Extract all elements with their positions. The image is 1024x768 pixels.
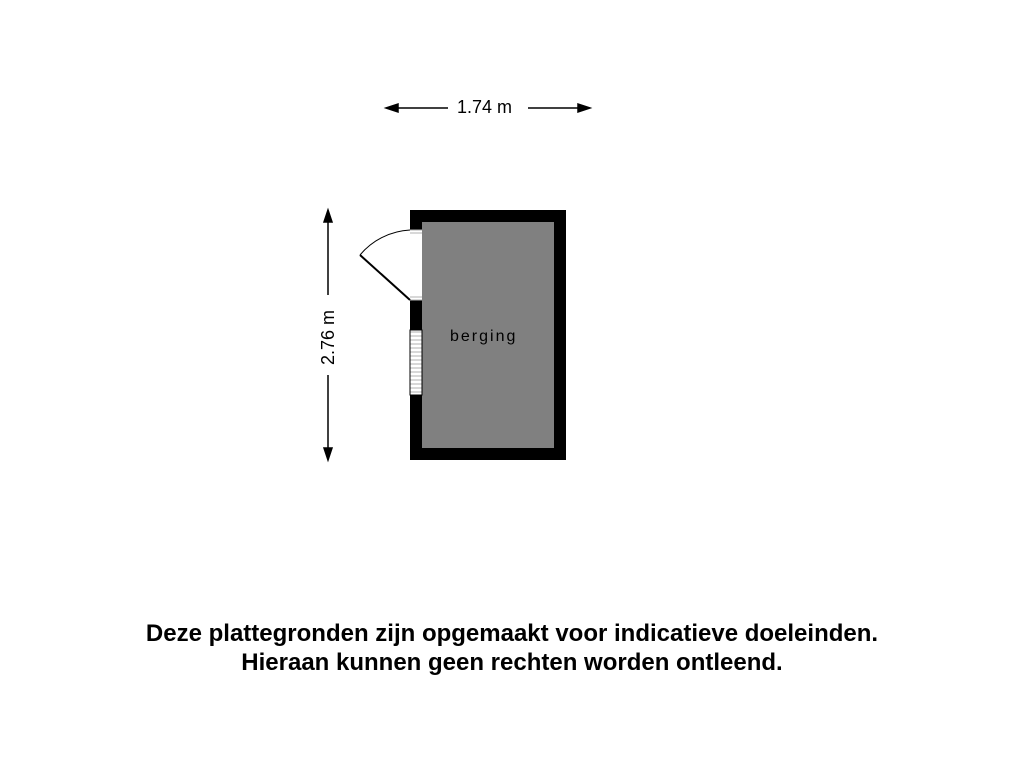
disclaimer: Deze plattegronden zijn opgemaakt voor i… bbox=[0, 620, 1024, 678]
disclaimer-line1: Deze plattegronden zijn opgemaakt voor i… bbox=[146, 620, 878, 647]
floorplan-canvas: berging bbox=[0, 0, 1024, 768]
disclaimer-line2: Hieraan kunnen geen rechten worden ontle… bbox=[241, 649, 782, 676]
dim-height-label: 2.76 m bbox=[318, 310, 339, 365]
